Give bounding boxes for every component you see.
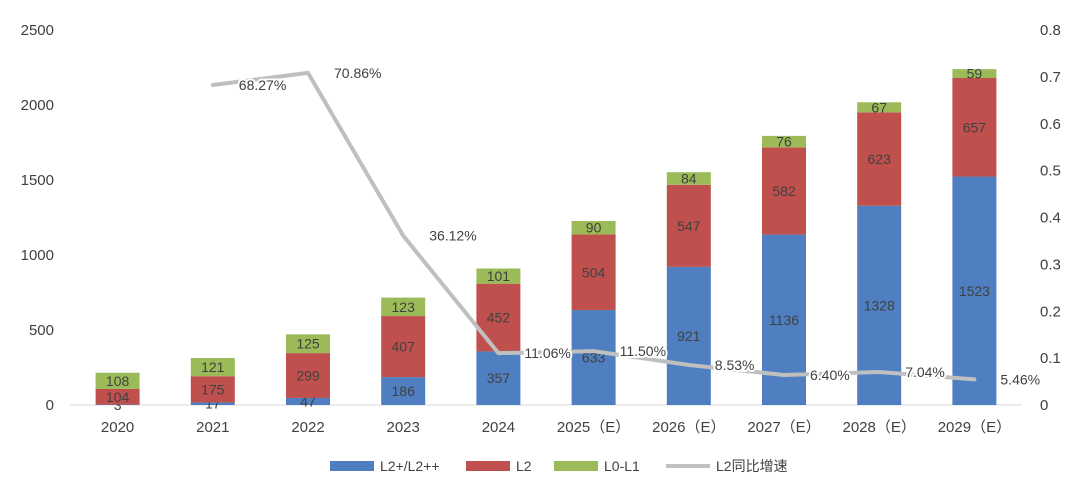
x-tick-label: 2022 [291,419,324,436]
bar-data-label: 90 [586,220,602,236]
y2-tick-label: 0.1 [1040,350,1061,367]
bar-segment [286,353,330,398]
bar-segment [571,310,616,405]
bar-segment [190,402,235,405]
y2-tick-label: 0.8 [1040,22,1061,39]
bar-data-label: 125 [296,336,320,352]
bar-data-label: 76 [776,134,792,150]
y-tick-label: 500 [29,322,54,339]
y-tick-label: 0 [46,397,54,414]
growth-rate-label: 6.40% [810,367,850,383]
legend-swatch [466,461,510,471]
x-tick-label: 2021 [196,419,229,436]
growth-rate-label: 68.27% [239,77,286,93]
bar-data-label: 299 [296,368,320,384]
legend-label: L0-L1 [604,458,640,474]
bar-segment [476,268,521,284]
y2-tick-label: 0.4 [1040,210,1061,227]
bar-segment [190,376,235,403]
bar-segment [952,176,997,405]
bar-data-label: 59 [967,66,983,82]
x-tick-label: 2023 [387,419,420,436]
y2-tick-label: 0.3 [1040,256,1061,273]
bar-segment [286,334,330,354]
bar-segment [857,102,902,113]
growth-rate-label: 8.53% [715,357,755,373]
bar-segment [666,184,711,267]
y-tick-label: 1500 [21,172,54,189]
y2-tick-label: 0.5 [1040,163,1061,180]
y2-tick-label: 0 [1040,397,1048,414]
bar-data-label: 921 [677,328,701,344]
x-tick-label: 2028（E） [843,419,916,436]
legend-label: L2 [516,458,532,474]
bar-data-label: 547 [677,218,701,234]
bar-segment [952,69,997,78]
bar-segment [476,283,521,352]
bar-segment [95,388,140,405]
y2-tick-label: 0.7 [1040,69,1061,86]
bar-data-label: 1328 [864,297,895,313]
bar-segment [381,297,426,317]
x-tick-label: 2027（E） [747,419,820,436]
bar-data-label: 3 [114,397,122,413]
bar-segment [666,172,711,185]
bar-segment [95,372,140,389]
y-tick-label: 2500 [21,22,54,39]
legend-swatch [554,461,598,471]
growth-rate-label: 36.12% [429,228,476,244]
x-tick-label: 2026（E） [652,419,725,436]
bar-segment [381,316,426,378]
bar-data-label: 67 [871,99,887,115]
bar-data-label: 407 [392,339,416,355]
bar-data-label: 104 [106,389,130,405]
bar-data-label: 357 [487,370,511,386]
x-tick-label: 2020 [101,419,134,436]
bar-data-label: 175 [201,381,225,397]
bar-segment [476,351,521,405]
bar-segment [762,147,806,235]
growth-rate-label: 5.46% [1000,371,1040,387]
bar-data-label: 101 [487,268,511,284]
growth-rate-label: 11.06% [524,345,570,361]
bar-segment [666,266,711,405]
bar-segment [190,358,235,377]
bar-data-label: 452 [487,310,511,326]
bar-data-label: 108 [106,373,130,389]
bar-data-label: 582 [772,183,796,199]
y2-tick-label: 0.2 [1040,303,1061,320]
bar-data-label: 84 [681,171,697,187]
bar-data-label: 121 [201,359,225,375]
y2-tick-label: 0.6 [1040,116,1061,133]
bar-segment [571,234,616,311]
x-tick-label: 2024 [482,419,515,436]
growth-rate-label: 7.04% [905,364,945,380]
legend-label: L2+/L2++ [380,458,440,474]
x-tick-label: 2029（E） [938,419,1011,436]
legend-label: L2同比增速 [716,458,788,474]
bar-data-label: 186 [392,383,416,399]
bar-segment [762,135,806,148]
bar-segment [857,112,902,206]
bar-data-label: 504 [582,264,606,280]
bar-data-label: 623 [868,151,892,167]
growth-rate-label: 70.86% [334,65,381,81]
bar-data-label: 1523 [959,283,990,299]
legend-swatch [330,461,374,471]
x-tick-label: 2025（E） [557,419,630,436]
y-tick-label: 2000 [21,97,54,114]
bar-data-label: 1136 [769,312,799,328]
growth-rate-line [210,70,977,382]
bar-segment [952,78,997,177]
growth-rate-label: 11.50% [620,343,666,359]
bar-segment [571,220,616,235]
bar-data-label: 123 [392,299,416,315]
y-tick-label: 1000 [21,247,54,264]
bar-segment [286,397,330,405]
bar-segment [381,377,426,405]
bar-data-label: 657 [963,119,987,135]
